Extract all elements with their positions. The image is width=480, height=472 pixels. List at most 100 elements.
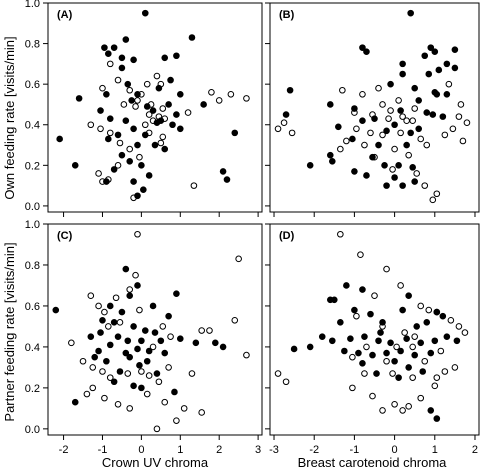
data-point-open bbox=[349, 384, 356, 392]
data-point-open bbox=[369, 392, 376, 400]
data-point-filled bbox=[149, 302, 157, 310]
data-point-filled bbox=[363, 48, 370, 55]
x-tick-label: -1 bbox=[98, 444, 108, 456]
data-point-open bbox=[208, 88, 215, 96]
data-point-filled bbox=[192, 339, 200, 347]
data-point-filled bbox=[124, 80, 132, 88]
data-point-filled bbox=[433, 415, 441, 422]
data-point-open bbox=[288, 129, 296, 137]
data-point-open bbox=[83, 390, 91, 398]
data-point-filled bbox=[56, 135, 63, 143]
data-point-filled bbox=[415, 97, 423, 104]
data-point-filled bbox=[453, 337, 461, 345]
data-point-filled bbox=[371, 115, 378, 122]
data-point-open bbox=[165, 364, 172, 371]
data-point-open bbox=[449, 125, 457, 133]
data-point-open bbox=[180, 405, 188, 412]
data-point-open bbox=[198, 409, 205, 416]
scatter-panels: (A) 0.0 0.2 0.4 0.6 0.8 1.0 (B) (C) 0.0 0.2 0.4 0.6 0… bbox=[25, 0, 480, 456]
data-point-open bbox=[159, 105, 167, 112]
data-point-filled bbox=[399, 70, 406, 78]
data-point-filled bbox=[103, 91, 110, 98]
data-point-open bbox=[399, 407, 406, 414]
data-point-filled bbox=[413, 323, 421, 330]
data-point-open bbox=[379, 131, 386, 139]
data-point-filled bbox=[126, 292, 134, 299]
data-point-open bbox=[134, 230, 141, 238]
data-point-open bbox=[463, 119, 471, 127]
data-point-filled bbox=[387, 339, 394, 347]
data-point-filled bbox=[106, 341, 114, 349]
data-point-open bbox=[389, 370, 396, 377]
data-point-open bbox=[337, 145, 344, 153]
data-point-open bbox=[417, 302, 425, 310]
data-point-filled bbox=[443, 60, 451, 68]
data-point-open bbox=[138, 368, 145, 375]
data-point-filled bbox=[52, 306, 60, 314]
data-point-open bbox=[126, 405, 134, 412]
data-point-filled bbox=[383, 127, 390, 135]
data-point-open bbox=[343, 137, 350, 145]
data-point-open bbox=[349, 353, 356, 361]
data-point-open bbox=[451, 364, 459, 371]
data-point-open bbox=[391, 145, 398, 153]
panel-frame bbox=[47, 2, 263, 213]
data-point-filled bbox=[415, 125, 423, 133]
data-point-filled bbox=[124, 337, 132, 345]
data-point-open bbox=[141, 121, 149, 129]
data-point-filled bbox=[363, 172, 370, 179]
data-point-open bbox=[361, 141, 368, 149]
data-point-filled bbox=[167, 76, 174, 84]
data-point-open bbox=[405, 151, 412, 159]
data-point-filled bbox=[282, 111, 290, 118]
data-point-filled bbox=[87, 333, 95, 340]
data-point-filled bbox=[141, 9, 149, 17]
data-point-filled bbox=[151, 329, 159, 336]
data-point-open bbox=[227, 91, 235, 98]
y-tick-label: 0.2 bbox=[25, 160, 40, 172]
data-point-filled bbox=[103, 178, 110, 185]
data-point-filled bbox=[423, 319, 431, 326]
data-point-filled bbox=[173, 52, 180, 60]
data-point-filled bbox=[116, 368, 124, 375]
data-point-filled bbox=[387, 80, 394, 88]
data-point-filled bbox=[328, 337, 336, 345]
data-point-filled bbox=[359, 44, 366, 51]
data-point-filled bbox=[351, 306, 358, 314]
data-point-open bbox=[397, 129, 404, 137]
panel-label: (B) bbox=[279, 9, 295, 21]
data-point-open bbox=[457, 101, 465, 108]
data-point-filled bbox=[118, 151, 126, 159]
y-tick-label: 0.0 bbox=[25, 201, 40, 213]
data-point-filled bbox=[369, 153, 376, 161]
data-point-filled bbox=[169, 121, 176, 129]
panel-d: (D) -3 -2 -1 0 1 2 bbox=[265, 223, 480, 456]
data-point-open bbox=[409, 343, 416, 351]
data-point-filled bbox=[118, 54, 126, 62]
data-point-filled bbox=[141, 327, 149, 334]
data-point-filled bbox=[97, 107, 104, 114]
data-point-open bbox=[433, 190, 441, 198]
data-point-filled bbox=[411, 351, 418, 359]
data-point-open bbox=[106, 374, 114, 381]
x-axis-label-right: Breast carotenoid chroma bbox=[298, 455, 448, 470]
data-point-filled bbox=[359, 360, 366, 367]
data-point-filled bbox=[397, 347, 404, 355]
panel-a: (A) 0.0 0.2 0.4 0.6 0.8 1.0 bbox=[25, 0, 263, 217]
data-point-filled bbox=[427, 407, 435, 414]
panel-frame bbox=[269, 223, 480, 436]
data-point-filled bbox=[343, 282, 350, 289]
data-point-filled bbox=[391, 121, 398, 129]
data-point-filled bbox=[130, 56, 137, 64]
data-point-filled bbox=[219, 343, 227, 351]
data-point-open bbox=[397, 282, 404, 289]
data-point-filled bbox=[403, 141, 410, 149]
data-point-filled bbox=[407, 9, 414, 17]
data-point-filled bbox=[341, 347, 348, 355]
data-point-filled bbox=[417, 339, 425, 347]
data-point-filled bbox=[326, 101, 334, 108]
data-point-filled bbox=[306, 343, 314, 351]
data-point-filled bbox=[399, 182, 406, 189]
data-point-filled bbox=[379, 319, 386, 326]
